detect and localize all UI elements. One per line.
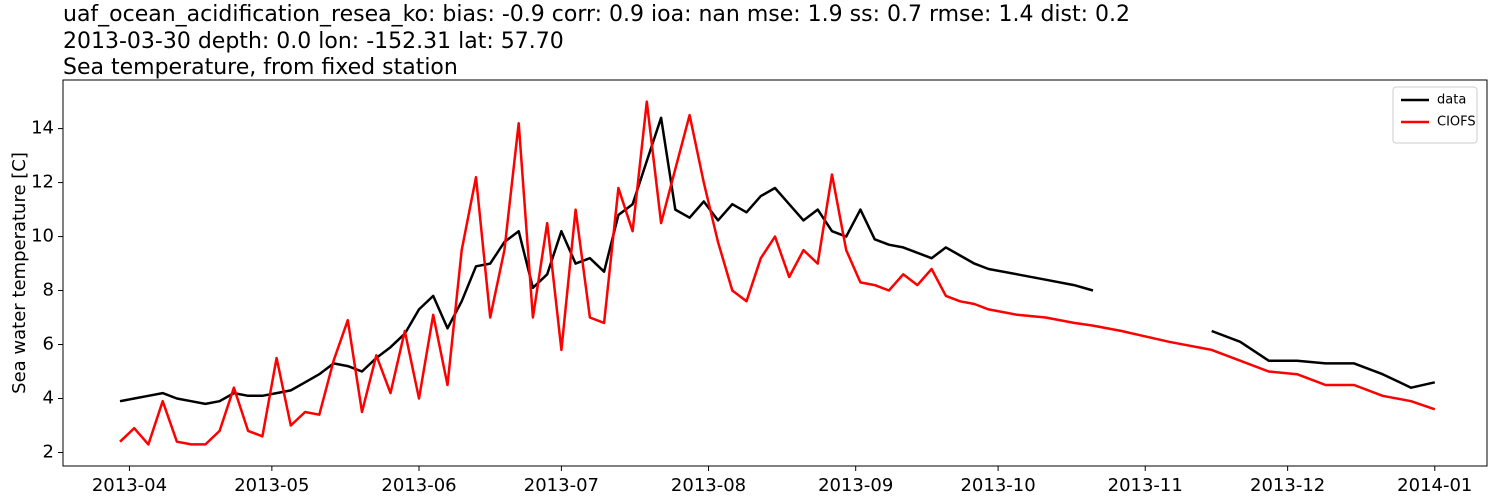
- x-tick-label: 2013-09: [818, 475, 893, 496]
- y-tick-label: 10: [31, 226, 54, 247]
- x-tick-label: 2013-10: [960, 475, 1035, 496]
- x-tick-label: 2013-06: [381, 475, 456, 496]
- x-tick-label: 2013-12: [1250, 475, 1325, 496]
- y-tick-label: 2: [43, 442, 54, 463]
- x-tick-label: 2013-11: [1108, 475, 1183, 496]
- y-axis-label: Sea water temperature [C]: [9, 152, 30, 394]
- chart-title-line: uaf_ocean_acidification_resea_ko: bias: …: [63, 2, 1130, 27]
- x-tick-label: 2013-08: [671, 475, 746, 496]
- legend-label: data: [1437, 93, 1466, 108]
- x-tick-label: 2013-05: [234, 475, 309, 496]
- x-tick-label: 2014-01: [1397, 475, 1472, 496]
- y-tick-label: 4: [43, 388, 54, 409]
- legend-label: CIOFS: [1437, 115, 1476, 130]
- y-tick-label: 8: [43, 280, 54, 301]
- y-tick-label: 12: [31, 172, 54, 193]
- y-tick-label: 6: [43, 334, 54, 355]
- series-line: [119, 100, 1436, 446]
- legend: data CIOFS: [1392, 86, 1478, 144]
- chart-title-line: Sea temperature, from fixed station: [63, 55, 458, 80]
- x-tick-label: 2013-07: [524, 475, 599, 496]
- chart-title-line: 2013-03-30 depth: 0.0 lon: -152.31 lat: …: [63, 29, 564, 54]
- plot-frame: [62, 79, 1488, 467]
- y-tick-label: 14: [31, 118, 54, 139]
- x-tick-label: 2013-04: [92, 475, 167, 496]
